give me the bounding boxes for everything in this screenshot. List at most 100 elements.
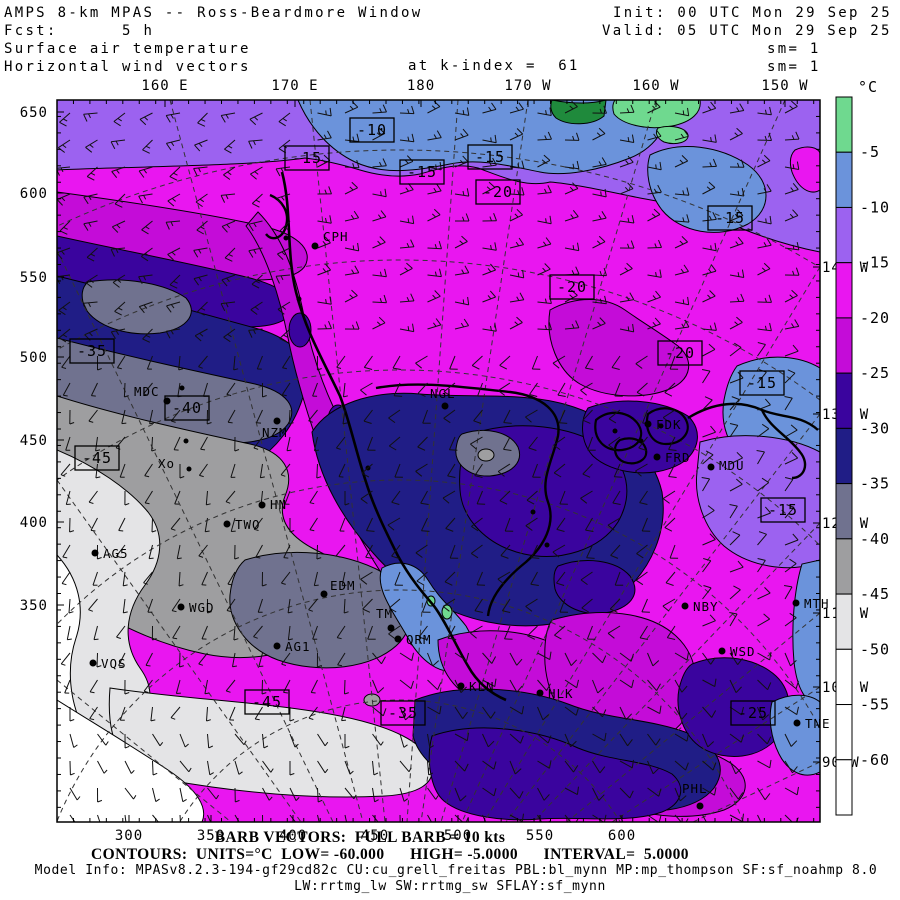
wind-barb <box>118 199 123 203</box>
wind-barb <box>112 274 126 283</box>
wind-barb <box>138 193 153 197</box>
wind-barb <box>564 166 579 170</box>
wind-barb <box>225 302 229 308</box>
meridian-line <box>420 100 529 822</box>
wind-barb <box>445 517 456 529</box>
wind-barb <box>336 366 342 369</box>
wind-barb <box>281 571 291 584</box>
wind-barb <box>702 270 717 276</box>
wind-barb <box>344 745 350 749</box>
wind-barb <box>756 450 765 453</box>
wind-barb <box>609 608 618 613</box>
wind-barb <box>668 449 677 451</box>
wind-barb <box>497 571 511 580</box>
wind-barb <box>372 193 387 198</box>
wind-barb <box>427 137 442 141</box>
wind-barb <box>405 187 409 192</box>
wind-barb <box>729 733 742 743</box>
wind-barb <box>277 301 291 310</box>
wind-barb <box>88 490 98 503</box>
wind-barb <box>576 132 580 141</box>
wind-barb <box>379 236 386 243</box>
wind-barb <box>592 679 599 694</box>
wind-barb <box>503 409 511 423</box>
wind-barb <box>143 275 147 281</box>
wind-barb <box>439 268 442 277</box>
wind-barb <box>604 188 607 197</box>
contour-info-line: CONTOURS: UNITS=°C LOW= -60.000 HIGH= -5… <box>91 846 689 863</box>
wind-barb <box>253 329 256 335</box>
wind-barb <box>198 277 202 282</box>
wind-barb <box>372 301 387 304</box>
wind-barb <box>151 517 153 533</box>
wind-barb <box>603 105 607 114</box>
wind-barb <box>493 821 495 822</box>
wind-barb <box>466 188 470 197</box>
wind-barb <box>784 563 797 573</box>
wind-barb <box>757 220 772 225</box>
wind-barb <box>602 709 607 718</box>
wind-barb <box>83 193 98 198</box>
wind-barb <box>277 253 284 260</box>
model-info-line2: LW:rrtmg_lw SW:rrtmg_sw SFLAY:sf_mynn <box>294 879 606 894</box>
wind-barb <box>757 244 772 249</box>
wind-barb <box>254 528 259 531</box>
wind-barb <box>198 355 208 368</box>
wind-barb <box>497 471 505 477</box>
wind-barb <box>482 269 496 276</box>
wind-barb <box>88 609 93 612</box>
wind-barb <box>482 652 493 664</box>
wind-barb <box>166 139 181 144</box>
wind-barb <box>652 321 657 327</box>
wind-barb <box>372 679 379 694</box>
wind-barb <box>757 482 770 492</box>
wind-barb <box>90 172 96 176</box>
wind-barb <box>436 183 442 192</box>
wind-barb <box>437 682 442 690</box>
wind-barb <box>580 579 588 586</box>
wind-barb <box>138 274 153 278</box>
wind-barb <box>178 584 184 587</box>
wind-barb <box>194 328 208 337</box>
wind-barb <box>600 191 602 196</box>
wind-barb <box>674 733 688 742</box>
wind-barb <box>729 321 743 330</box>
wind-barb <box>516 658 523 666</box>
wind-barb <box>336 625 346 638</box>
wind-barb <box>141 220 153 231</box>
wind-barb <box>224 139 236 150</box>
wind-barb <box>736 127 743 134</box>
contour-label: -20 <box>557 278 587 296</box>
wind-barb <box>734 213 739 218</box>
wind-barb <box>88 195 92 201</box>
wind-barb <box>494 678 497 687</box>
wind-barb <box>454 272 469 276</box>
wind-barb <box>537 112 552 116</box>
wind-barb <box>466 652 469 661</box>
wind-barb <box>784 105 798 114</box>
wind-barb <box>325 263 331 271</box>
wind-barb <box>792 344 799 352</box>
wind-barb <box>248 139 263 142</box>
wind-barb <box>317 112 332 117</box>
wind-barb <box>454 241 468 249</box>
wind-barb <box>608 418 617 424</box>
wind-barb <box>582 409 593 421</box>
wind-barb <box>490 711 496 719</box>
wind-barb <box>143 382 153 395</box>
wind-barb <box>225 679 236 692</box>
bottom-axis-label: 300 <box>115 828 143 844</box>
wind-barb <box>542 714 550 721</box>
wind-barb <box>553 463 566 474</box>
wind-barb <box>482 187 496 195</box>
colorbar-segment <box>835 704 853 761</box>
contour-label-box <box>74 445 120 471</box>
wind-barb <box>427 814 433 822</box>
wind-barb <box>625 160 629 165</box>
wind-barb <box>121 409 126 424</box>
wind-barb <box>255 556 261 559</box>
wind-barb <box>647 296 661 303</box>
wind-barb <box>276 166 291 170</box>
wind-barb <box>122 571 126 586</box>
wind-barb <box>308 598 318 611</box>
